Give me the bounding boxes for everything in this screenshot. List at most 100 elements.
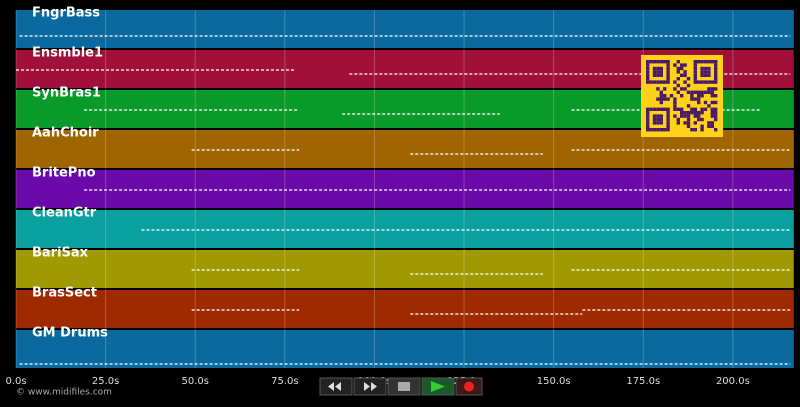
qr-cell: [693, 60, 697, 64]
qr-cell: [646, 111, 650, 115]
qr-cell: [680, 107, 684, 111]
qr-cell: [686, 114, 691, 118]
track-lane: [16, 170, 794, 208]
stop-button[interactable]: [387, 377, 421, 396]
qr-cell: [686, 104, 691, 108]
qr-cell: [683, 70, 687, 74]
qr-cell: [683, 87, 687, 91]
qr-cell: [703, 70, 708, 74]
qr-cell: [673, 80, 677, 84]
qr-cell: [683, 73, 687, 77]
qr-cell: [666, 114, 670, 118]
qr-cell: [652, 70, 657, 74]
qr-cell: [663, 94, 667, 98]
qr-cell: [686, 121, 691, 125]
qr-cell: [703, 66, 708, 71]
fast-forward-button[interactable]: [353, 377, 387, 396]
qr-cell: [714, 128, 718, 132]
qr-cell: [673, 104, 677, 108]
qr-cell: [707, 73, 711, 77]
time-tick-label: 150.0s: [537, 376, 571, 387]
qr-cell: [673, 63, 677, 67]
qr-cell: [666, 70, 670, 74]
qr-cell: [646, 73, 650, 77]
qr-cell: [676, 107, 680, 111]
qr-cell: [666, 111, 670, 115]
qr-cell: [656, 87, 660, 91]
qr-cell: [659, 121, 663, 125]
qr-cell: [710, 100, 714, 105]
qr-cell: [710, 111, 714, 115]
qr-cell: [666, 80, 670, 84]
qr-cell: [680, 111, 684, 115]
qr-cell: [714, 94, 718, 98]
qr-cell: [707, 104, 711, 108]
qr-cell: [714, 117, 718, 122]
track-name: GM Drums: [32, 326, 108, 341]
track-lane: [16, 250, 794, 288]
qr-cell: [707, 90, 711, 94]
qr-cell: [707, 80, 711, 84]
qr-cell: [703, 80, 708, 84]
qr-cell: [693, 128, 697, 132]
qr-cell: [659, 90, 663, 94]
qr-cell: [700, 117, 704, 122]
qr-cell: [656, 121, 660, 125]
qr-cell: [666, 60, 670, 64]
qr-cell: [697, 60, 701, 64]
qr-cell: [652, 121, 657, 125]
qr-cell: [652, 60, 657, 64]
rewind-button[interactable]: [319, 377, 353, 396]
track-name: BariSax: [32, 246, 89, 261]
qr-cell: [710, 107, 714, 111]
qr-cell: [663, 97, 667, 101]
qr-cell: [693, 107, 697, 111]
qr-cell: [659, 70, 663, 74]
qr-cell: [666, 124, 670, 128]
qr-cell: [693, 80, 697, 84]
qr-cell: [693, 66, 697, 71]
qr-cell: [649, 107, 653, 111]
qr-cell: [700, 70, 704, 74]
qr-cell: [666, 77, 670, 81]
qr-cell: [649, 128, 653, 132]
qr-cell: [690, 94, 694, 98]
qr-cell: [714, 87, 718, 91]
qr-cell: [646, 114, 650, 118]
qr-cell: [656, 60, 660, 64]
qr-cell: [676, 66, 680, 71]
qr-cell: [707, 60, 711, 64]
qr-cell: [656, 73, 660, 77]
qr-cell: [680, 87, 684, 91]
qr-cell: [676, 121, 680, 125]
record-button[interactable]: [455, 377, 483, 396]
qr-cell: [690, 128, 694, 132]
qr-cell: [652, 107, 657, 111]
qr-cell: [666, 121, 670, 125]
qr-cell: [714, 60, 718, 64]
qr-cell: [714, 70, 718, 74]
qr-cell: [697, 97, 701, 101]
qr-cell: [714, 73, 718, 77]
qr-cell: [659, 73, 663, 77]
qr-cell: [652, 114, 657, 118]
qr-cell: [676, 83, 680, 88]
track-lane: [16, 210, 794, 248]
qr-cell: [649, 80, 653, 84]
qr-cell: [649, 60, 653, 64]
qr-cell: [700, 128, 704, 132]
qr-cell: [693, 63, 697, 67]
qr-cell: [707, 66, 711, 71]
qr-cell: [652, 73, 657, 77]
qr-cell: [646, 121, 650, 125]
play-button[interactable]: [421, 377, 455, 396]
qr-cell: [686, 111, 691, 115]
qr-cell: [673, 114, 677, 118]
qr-cell: [652, 80, 657, 84]
qr-cell: [710, 90, 714, 94]
qr-cell: [690, 107, 694, 111]
track-name: AahChoir: [32, 126, 99, 141]
qr-cell: [690, 111, 694, 115]
qr-cell: [669, 94, 674, 98]
